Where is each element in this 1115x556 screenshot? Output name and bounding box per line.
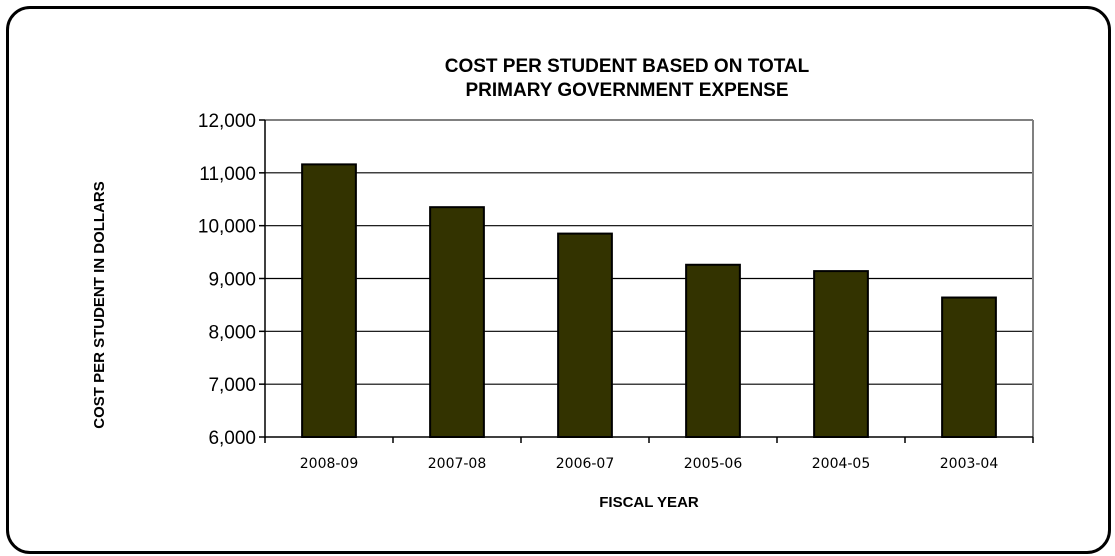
y-tick-label: 6,000: [208, 428, 256, 449]
bar: [301, 163, 357, 438]
x-tick-label: 2006-07: [556, 456, 615, 472]
bar: [429, 206, 485, 438]
x-tick-label: 2007-08: [428, 456, 487, 472]
x-axis-label: FISCAL YEAR: [599, 494, 699, 511]
x-tick-label: 2005-06: [684, 456, 743, 472]
gridlines: [265, 172, 1033, 385]
bars: [301, 163, 997, 438]
y-tick-label: 10,000: [198, 217, 256, 238]
y-axis-label: COST PER STUDENT IN DOLLARS: [91, 181, 108, 429]
chart-title-line2: PRIMARY GOVERNMENT EXPENSE: [465, 80, 788, 101]
bar: [557, 232, 613, 438]
axes: [259, 119, 1034, 443]
y-tick-label: 9,000: [208, 270, 256, 291]
x-tick-label: 2003-04: [940, 456, 999, 472]
x-tick-label: 2008-09: [300, 456, 359, 472]
bar: [941, 296, 997, 438]
y-tick-label: 8,000: [208, 322, 256, 343]
bar: [813, 270, 869, 438]
y-tick-labels: 6,000 7,000 8,000 9,000 10,000 11,000 12,000: [198, 111, 256, 449]
x-tick-label: 2004-05: [812, 456, 871, 472]
x-tick-labels: 2008-09 2007-08 2006-07 2005-06 2004-05 2003-…: [300, 456, 999, 472]
chart-title-line1: COST PER STUDENT BASED ON TOTAL: [445, 56, 810, 77]
y-tick-label: 7,000: [208, 375, 256, 396]
bar: [685, 263, 741, 438]
y-tick-label: 12,000: [198, 111, 256, 132]
y-tick-label: 11,000: [199, 164, 256, 185]
